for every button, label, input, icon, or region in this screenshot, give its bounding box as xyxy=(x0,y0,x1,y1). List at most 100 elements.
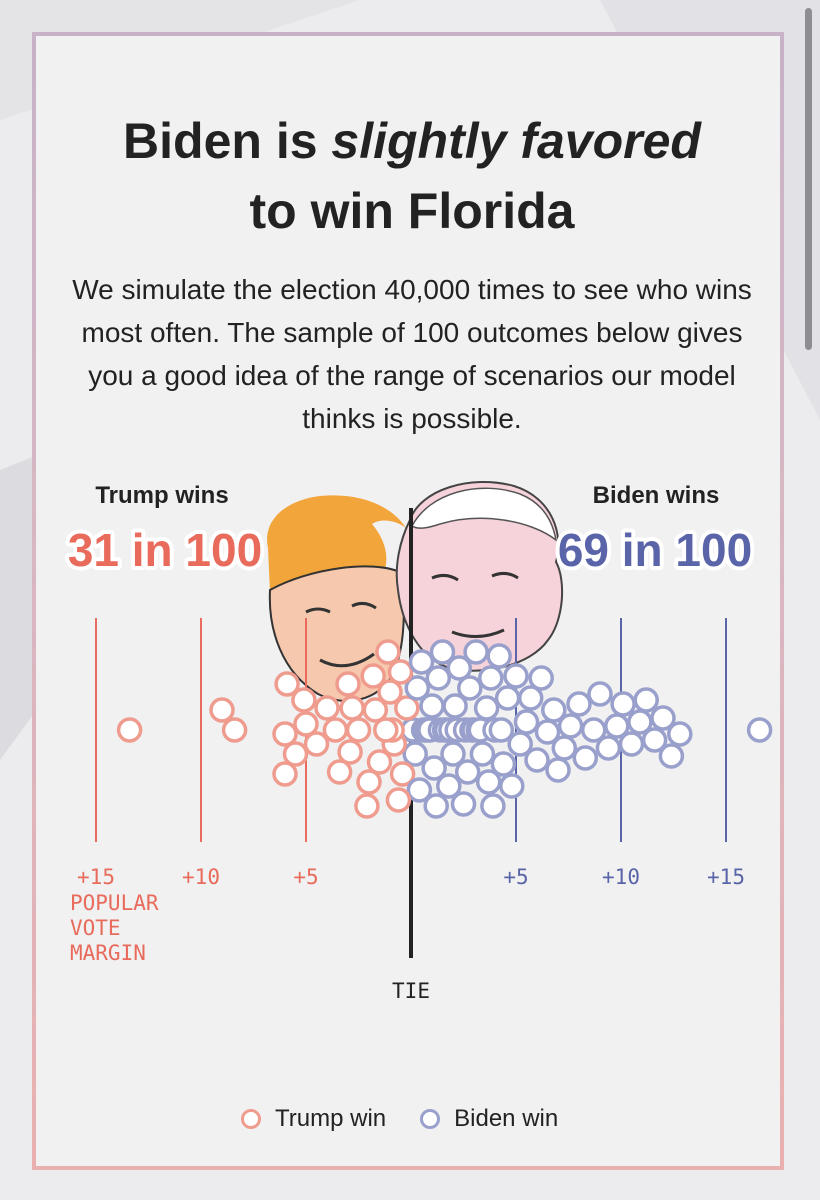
biden-outcome-dot-67 xyxy=(658,743,685,769)
biden-outcome-dot-59 xyxy=(595,735,622,761)
biden-outcome-dot-64 xyxy=(633,687,659,713)
trump-outcome-dot-31 xyxy=(394,695,420,721)
tick-label-trump-15: +15 xyxy=(77,865,115,889)
trump-outcome-dot-8 xyxy=(291,687,317,713)
biden-outcome-dot-69 xyxy=(746,717,773,743)
biden-outcome-dot-3 xyxy=(404,675,431,701)
biden-outcome-dot-54 xyxy=(557,713,584,739)
trump-wins-count: 31 in 100 xyxy=(68,524,262,576)
biden-outcome-dot-10 xyxy=(419,693,445,719)
trump-outcome-dot-20 xyxy=(360,663,386,689)
trump-outcome-dot-16 xyxy=(339,695,365,721)
biden-outcome-dot-52 xyxy=(545,757,571,783)
trump-outcome-dot-5 xyxy=(272,761,298,787)
biden-outcome-dot-5 xyxy=(408,649,435,675)
biden-outcome-dot-46 xyxy=(513,709,540,735)
biden-outcome-dot-18 xyxy=(436,773,462,799)
biden-outcome-dot-37 xyxy=(480,793,506,819)
biden-outcome-dot-36 xyxy=(478,665,504,691)
biden-outcome-dot-58 xyxy=(587,681,613,707)
tick-label-biden-5: +5 xyxy=(503,865,528,889)
title-emphasis: slightly favored xyxy=(331,113,701,169)
tie-label: TIE xyxy=(392,979,430,1003)
trump-outcome-dot-22 xyxy=(366,749,393,775)
legend-label-trump: Trump win xyxy=(275,1105,387,1132)
biden-outcome-dot-40 xyxy=(488,717,515,743)
legend-item-biden: Biden win xyxy=(420,1105,558,1133)
trump-outcome-dot-4 xyxy=(272,721,298,747)
trump-outcome-dot-17 xyxy=(345,717,372,743)
trump-outcome-dot-18 xyxy=(354,793,380,819)
title-part-2: to win Florida xyxy=(249,183,575,239)
biden-outcome-dot-26 xyxy=(454,759,481,785)
biden-outcome-dot-39 xyxy=(486,643,512,669)
biden-outcome-dot-49 xyxy=(528,665,554,691)
biden-outcome-dot-23 xyxy=(446,655,473,681)
biden-caricature xyxy=(395,481,564,672)
dots-layer xyxy=(116,639,773,819)
biden-wins-count: 69 in 100 xyxy=(558,524,752,576)
trump-outcome-dot-11 xyxy=(314,695,340,721)
tick-label-biden-15: +15 xyxy=(707,865,745,889)
biden-outcome-dot-44 xyxy=(503,663,529,689)
scrollbar[interactable] xyxy=(805,8,812,350)
trump-legend-dot-icon xyxy=(241,1109,261,1129)
trump-outcome-dot-23 xyxy=(373,717,399,743)
tick-label-biden-10: +10 xyxy=(602,865,640,889)
biden-outcome-dot-15 xyxy=(429,639,456,665)
trump-outcome-dot-13 xyxy=(326,759,353,785)
trump-outcome-dot-6 xyxy=(274,671,300,697)
biden-outcome-dot-53 xyxy=(551,735,578,761)
biden-outcome-dot-47 xyxy=(517,685,544,711)
biden-outcome-dot-41 xyxy=(490,751,517,777)
axis-label-line-3: MARGIN xyxy=(70,941,146,965)
trump-outcome-dot-9 xyxy=(293,711,319,737)
biden-outcome-dot-65 xyxy=(641,727,668,753)
biden-legend-dot-icon xyxy=(420,1109,441,1129)
biden-outcome-dot-20 xyxy=(440,741,466,767)
legend-item-trump: Trump win xyxy=(241,1105,386,1133)
chart-subtitle: We simulate the election 40,000 times to… xyxy=(72,274,752,434)
trump-outcome-dot-28 xyxy=(385,787,412,813)
trump-outcome-dot-21 xyxy=(362,697,389,723)
axis-label-line-1: POPULAR xyxy=(70,891,159,915)
biden-outcome-dot-13 xyxy=(425,665,452,691)
trump-caricature xyxy=(267,495,406,702)
biden-outcome-dot-55 xyxy=(566,691,592,717)
trump-outcome-dot-29 xyxy=(387,659,414,685)
trump-outcome-dot-7 xyxy=(282,741,309,767)
trump-outcome-dot-24 xyxy=(375,639,401,665)
legend: Trump win Biden win xyxy=(241,1102,592,1136)
biden-outcome-dot-30 xyxy=(463,639,489,665)
biden-outcome-dot-21 xyxy=(442,693,468,719)
tick-label-trump-10: +10 xyxy=(182,865,220,889)
biden-outcome-dot-51 xyxy=(541,697,567,723)
biden-outcome-dot-34 xyxy=(473,695,500,721)
biden-outcome-dot-61 xyxy=(610,691,636,717)
forecast-card: Biden is slightly favored to win Florida… xyxy=(32,32,784,1170)
chart-title: Biden is slightly favored to win Florida xyxy=(36,106,788,246)
trump-outcome-dot-12 xyxy=(322,717,349,743)
biden-wins-label: Biden wins xyxy=(593,482,720,509)
axis-label-line-2: VOTE xyxy=(70,916,121,940)
biden-outcome-dot-62 xyxy=(618,731,645,757)
biden-outcome-dot-33 xyxy=(469,741,496,767)
trump-outcome-dot-2 xyxy=(209,697,235,723)
title-part-1: Biden is xyxy=(123,113,332,169)
trump-outcome-dot-19 xyxy=(356,769,382,795)
trump-outcome-dot-30 xyxy=(389,761,416,787)
biden-outcome-dot-27 xyxy=(457,675,483,701)
biden-outcome-dot-56 xyxy=(572,745,599,771)
biden-outcome-dot-2 xyxy=(402,741,428,767)
biden-outcome-dot-48 xyxy=(524,747,550,773)
trump-outcome-dot-14 xyxy=(335,671,361,697)
biden-outcome-dot-12 xyxy=(423,793,449,819)
biden-outcome-dot-24 xyxy=(450,791,477,817)
trump-outcome-dot-3 xyxy=(221,717,248,743)
trump-outcome-dot-15 xyxy=(337,739,363,765)
trump-outcome-dot-1 xyxy=(116,717,143,743)
biden-outcome-dot-66 xyxy=(650,705,676,731)
trump-wins-label: Trump wins xyxy=(95,482,228,509)
trump-outcome-dot-25 xyxy=(377,679,403,705)
